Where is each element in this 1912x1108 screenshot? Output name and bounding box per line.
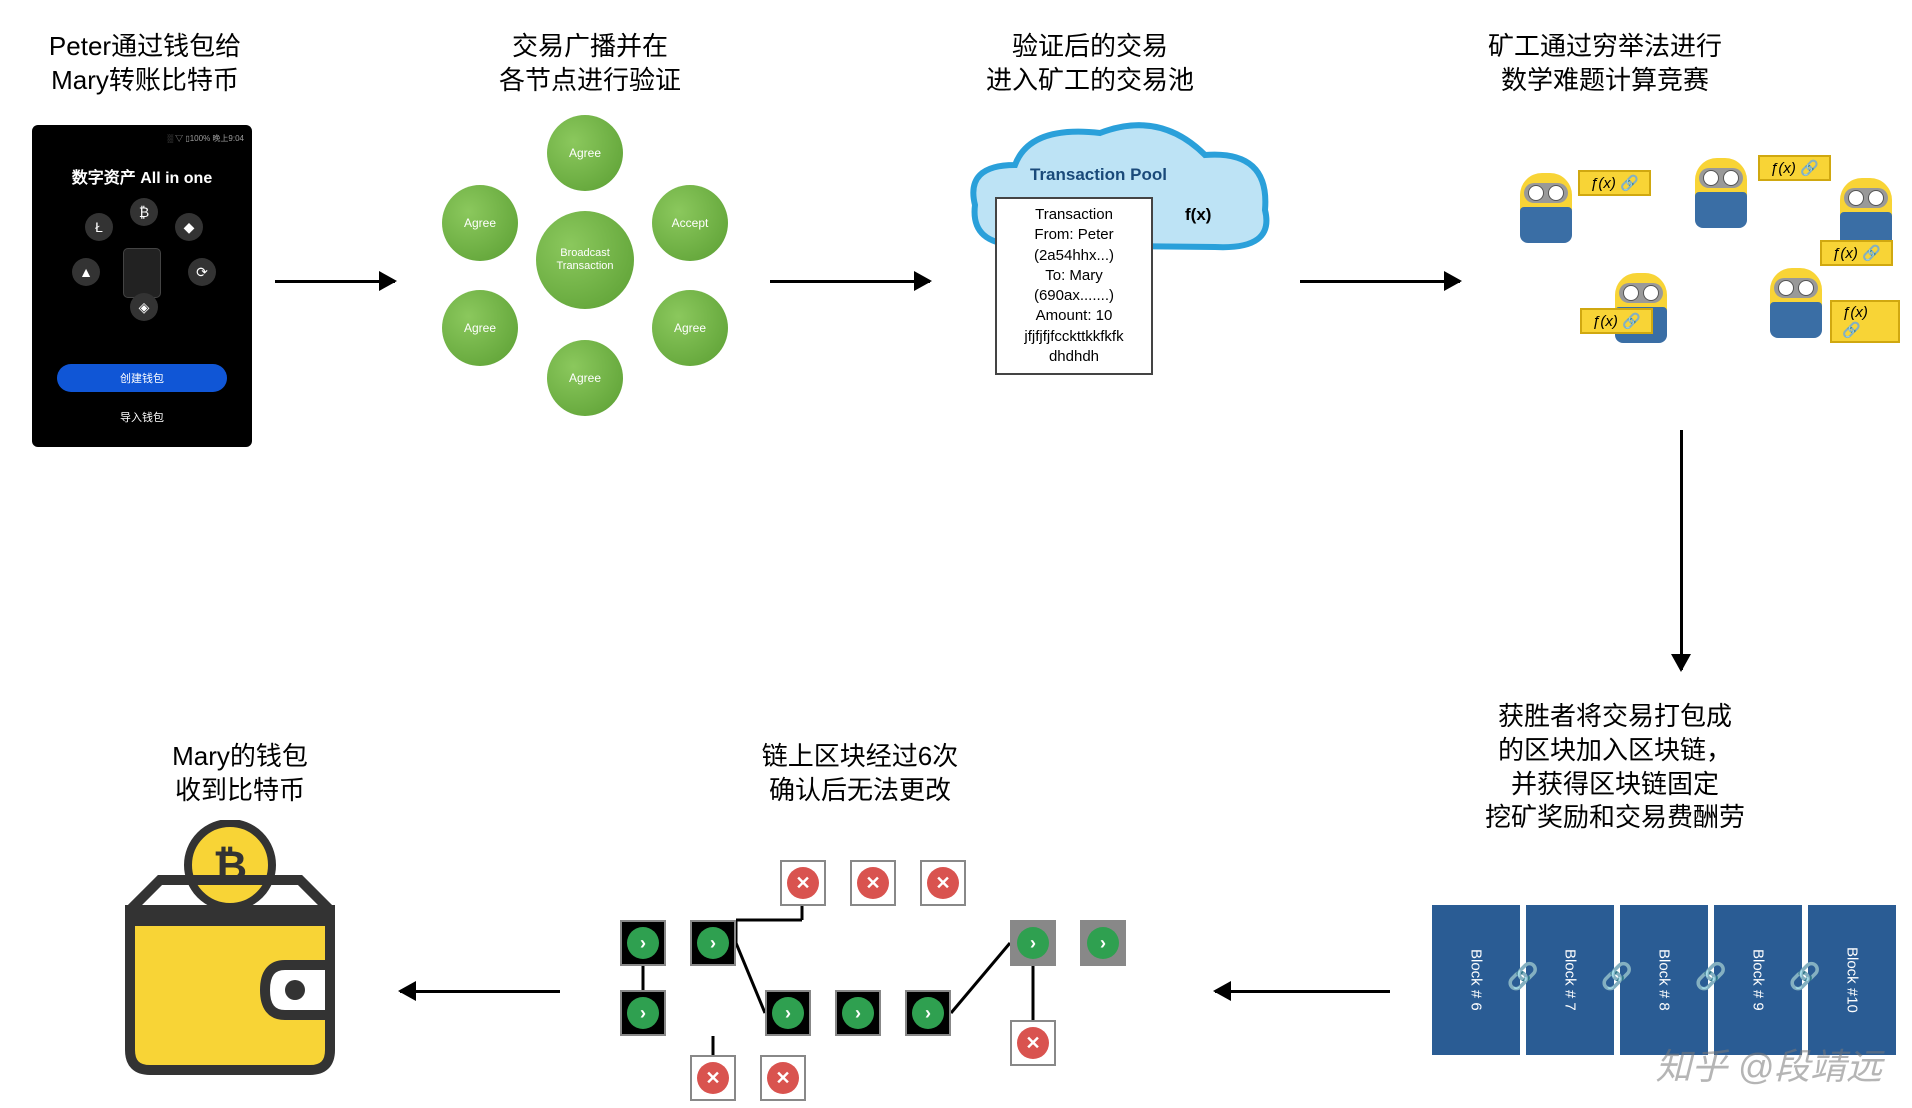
tx-line: (690ax.......) <box>999 286 1149 306</box>
phone-app-title: 数字资产 All in one <box>40 164 244 188</box>
arrow-2-3 <box>770 280 930 283</box>
rejected-block-icon: ✕ <box>690 1055 736 1101</box>
accepted-block-icon: › <box>690 920 736 966</box>
consensus-bubble: Agree <box>652 290 728 366</box>
calculator-icon <box>123 248 161 298</box>
step6-label: 链上区块经过6次确认后无法更改 <box>720 740 1000 808</box>
arrow-5-6 <box>1215 990 1390 993</box>
broadcast-center-bubble: Broadcast Transaction <box>536 211 634 309</box>
crypto-icon: ⟳ <box>188 258 216 286</box>
accepted-block-icon: › <box>1010 920 1056 966</box>
fx-sign: ƒ(x) 🔗 <box>1758 155 1831 181</box>
tx-line: (2a54hhx...) <box>999 246 1149 266</box>
create-wallet-button[interactable]: 创建钱包 <box>57 364 227 392</box>
broadcast-hub: Broadcast Transaction Agree Accept Agree Ag… <box>430 120 740 400</box>
rejected-block-icon: ✕ <box>1010 1020 1056 1066</box>
accepted-block-icon: › <box>905 990 951 1036</box>
chain-link-icon: 🔗 <box>1696 960 1726 990</box>
tx-line: To: Mary <box>999 266 1149 286</box>
step3-label: 验证后的交易进入矿工的交易池 <box>960 30 1220 98</box>
consensus-bubble: Agree <box>547 340 623 416</box>
blockchain-block: Block #10 <box>1808 905 1896 1055</box>
miner-icon <box>1760 260 1832 350</box>
blockchain: Block # 6🔗Block # 7🔗Block # 8🔗Block # 9🔗… <box>1432 905 1902 1055</box>
phone-wallet-app: ░ ▽ ▯100% 晚上9:04 数字资产 All in one ₿Ł◆▲⟳◈ … <box>32 125 252 447</box>
watermark: 知乎 @段靖远 <box>1655 1038 1882 1090</box>
consensus-bubble: Agree <box>442 290 518 366</box>
bitcoin-wallet-icon: ₿ <box>100 820 360 1080</box>
fx-sign: ƒ(x) 🔗 <box>1580 308 1653 334</box>
accepted-block-icon: › <box>835 990 881 1036</box>
arrow-4-5 <box>1680 430 1683 670</box>
tx-line: dhdhdh <box>999 347 1149 367</box>
step1-label: Peter通过钱包给Mary转账比特币 <box>15 30 275 98</box>
tx-line: From: Peter <box>999 225 1149 245</box>
phone-status-bar: ░ ▽ ▯100% 晚上9:04 <box>40 133 244 144</box>
arrow-6-7 <box>400 990 560 993</box>
transaction-card: TransactionFrom: Peter(2a54hhx...)To: Ma… <box>995 197 1153 375</box>
miner-icon <box>1685 150 1757 240</box>
accepted-block-icon: › <box>620 990 666 1036</box>
consensus-bubble: Agree <box>547 115 623 191</box>
tx-line: Amount: 10 <box>999 306 1149 326</box>
import-wallet-button[interactable]: 导入钱包 <box>57 409 227 425</box>
blockchain-block: Block # 9🔗 <box>1714 905 1802 1055</box>
phone-crypto-ring: ₿ Ł ◆ ▲ ⟳ ◈ <box>40 198 244 348</box>
arrow-1-2 <box>275 280 395 283</box>
confirmation-tree: ✕✕✕››››››››✕✕✕ <box>590 860 1150 1090</box>
rejected-block-icon: ✕ <box>920 860 966 906</box>
miners-group: ƒ(x) 🔗 ƒ(x) 🔗 ƒ(x) 🔗 ƒ(x) 🔗 ƒ(x) 🔗 <box>1510 150 1900 400</box>
blockchain-block: Block # 7🔗 <box>1526 905 1614 1055</box>
blockchain-block: Block # 6🔗 <box>1432 905 1520 1055</box>
accepted-block-icon: › <box>1080 920 1126 966</box>
step5-label: 获胜者将交易打包成的区块加入区块链， 并获得区块链固定挖矿奖励和交易费酬劳 <box>1450 700 1780 835</box>
chain-link-icon: 🔗 <box>1602 960 1632 990</box>
crypto-icon: ◈ <box>130 293 158 321</box>
fx-sign: ƒ(x) 🔗 <box>1578 170 1651 196</box>
rejected-block-icon: ✕ <box>850 860 896 906</box>
blockchain-block: Block # 8🔗 <box>1620 905 1708 1055</box>
step4-label: 矿工通过穷举法进行数学难题计算竞赛 <box>1450 30 1760 98</box>
rejected-block-icon: ✕ <box>780 860 826 906</box>
step2-label: 交易广播并在各节点进行验证 <box>460 30 720 98</box>
crypto-icon: ▲ <box>72 258 100 286</box>
fx-sign: ƒ(x) 🔗 <box>1830 300 1900 343</box>
consensus-bubble: Agree <box>442 185 518 261</box>
fx-label: f(x) <box>1185 205 1211 225</box>
arrow-3-4 <box>1300 280 1460 283</box>
chain-link-icon: 🔗 <box>1790 960 1820 990</box>
miner-icon <box>1510 165 1582 255</box>
crypto-icon: ◆ <box>175 213 203 241</box>
chain-link-icon: 🔗 <box>1508 960 1538 990</box>
transaction-pool: Transaction Pool f(x) TransactionFrom: P… <box>960 115 1280 405</box>
tx-line: jfjfjfjfcckttkkfkfk <box>999 327 1149 347</box>
fx-sign: ƒ(x) 🔗 <box>1820 240 1893 266</box>
crypto-icon: Ł <box>85 213 113 241</box>
rejected-block-icon: ✕ <box>760 1055 806 1101</box>
tx-line: Transaction <box>999 205 1149 225</box>
step7-label: Mary的钱包收到比特币 <box>130 740 350 808</box>
pool-title: Transaction Pool <box>1030 165 1167 185</box>
crypto-icon: ₿ <box>130 198 158 226</box>
accepted-block-icon: › <box>620 920 666 966</box>
accepted-block-icon: › <box>765 990 811 1036</box>
consensus-bubble: Accept <box>652 185 728 261</box>
